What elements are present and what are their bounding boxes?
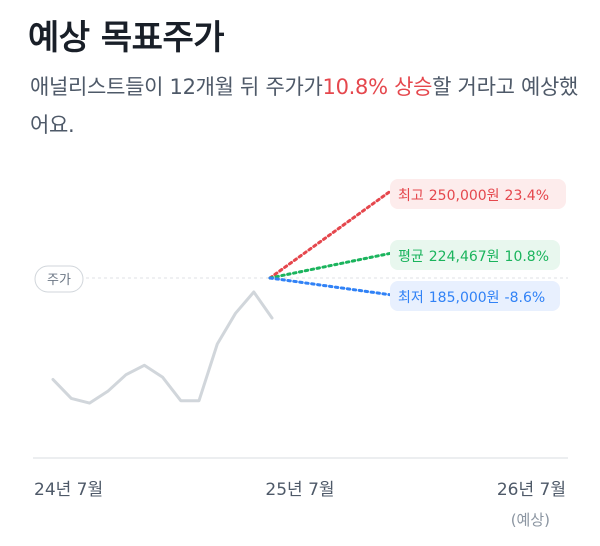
summary-text-start: 애널리스트들이 12개월 뒤 주가가 bbox=[30, 75, 323, 99]
projection-line-high bbox=[268, 188, 394, 280]
x-tick-label-start: 24년 7월 bbox=[34, 480, 103, 500]
projection-label-avg-name: 평균 bbox=[398, 249, 424, 265]
projection-label-low-change: -8.6% bbox=[505, 290, 546, 306]
projection-line-low bbox=[268, 276, 394, 297]
projection-label-avg-price: 224,467원 bbox=[429, 249, 500, 265]
projection-label-high-name: 최고 bbox=[398, 188, 424, 204]
page-title: 예상 목표주가 bbox=[28, 18, 225, 58]
current-price-pill: 주가 bbox=[34, 265, 84, 293]
summary-text-end: 할 거라고 예상했어요. bbox=[30, 75, 579, 137]
projection-label-high-change: 23.4% bbox=[505, 188, 549, 204]
projection-line-avg bbox=[268, 251, 394, 280]
projection-label-avg: 평균 224,467원 10.8% bbox=[390, 240, 560, 270]
projection-label-low: 최저 185,000원 -8.6% bbox=[390, 281, 560, 311]
projection-label-avg-change: 10.8% bbox=[505, 249, 549, 265]
price-history-line bbox=[51, 290, 274, 405]
summary-text: 애널리스트들이 12개월 뒤 주가가10.8% 상승할 거라고 예상했어요. bbox=[30, 68, 580, 144]
current-price-label: 주가 bbox=[47, 273, 71, 288]
projection-label-high: 최고 250,000원 23.4% bbox=[390, 179, 566, 209]
x-tick-sublabel-end: (예상) bbox=[511, 511, 550, 529]
summary-highlight: 10.8% 상승 bbox=[322, 75, 433, 99]
projection-label-low-name: 최저 bbox=[398, 290, 424, 306]
projection-label-low-price: 185,000원 bbox=[429, 290, 500, 306]
x-tick-label-middle: 25년 7월 bbox=[265, 480, 334, 500]
projection-label-high-price: 250,000원 bbox=[429, 188, 500, 204]
x-tick-label-end: 26년 7월 bbox=[497, 480, 566, 500]
